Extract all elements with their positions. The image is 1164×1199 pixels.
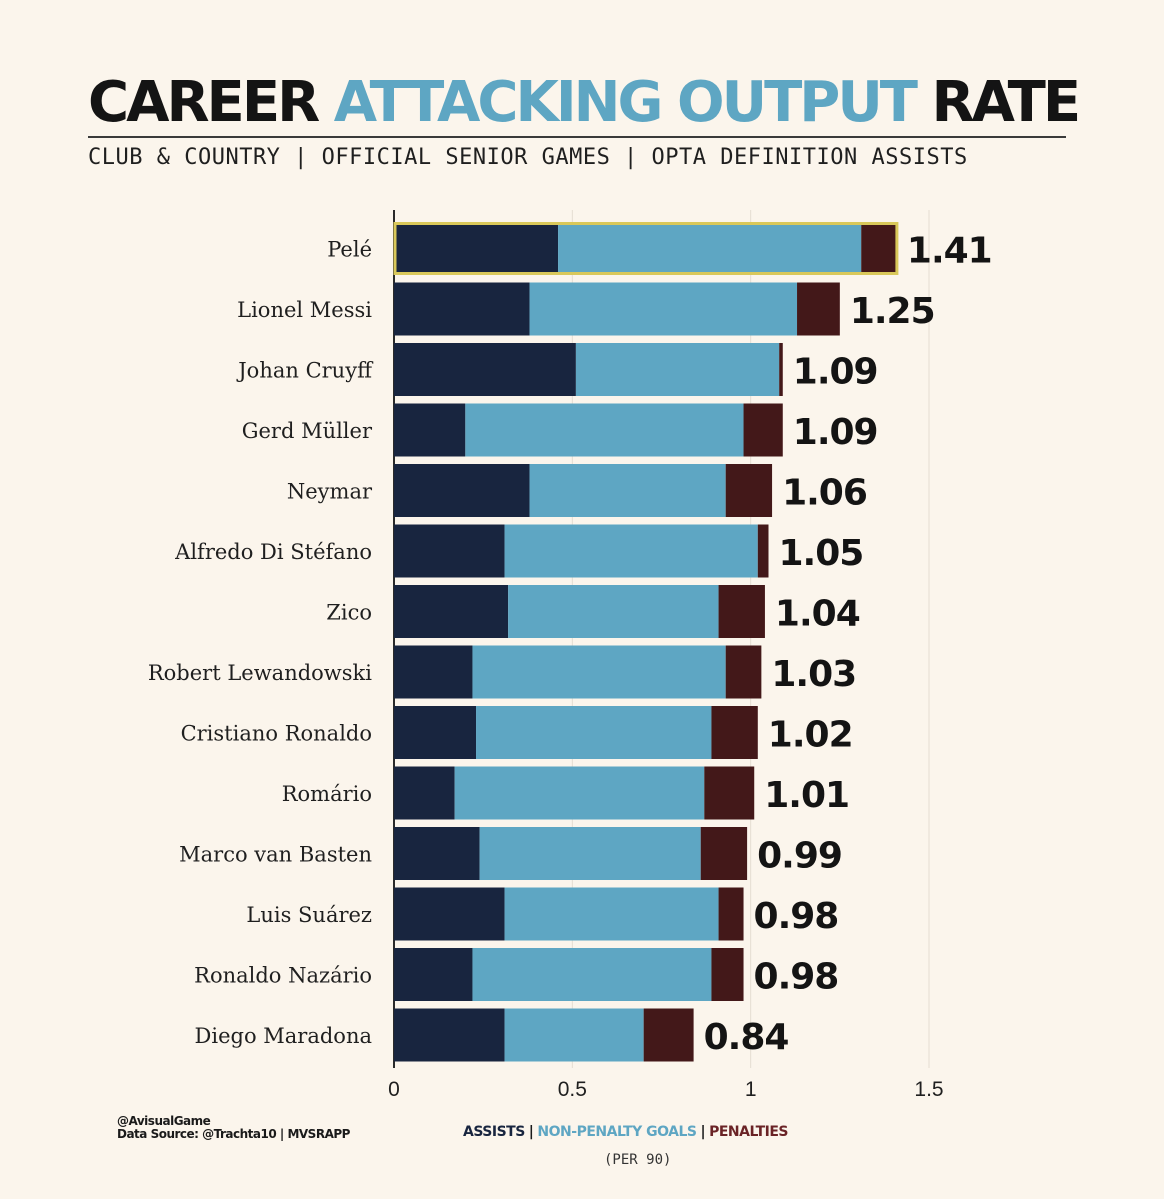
x-tick-label: 1 (745, 1078, 757, 1101)
bar-segment-penalties (700, 827, 748, 880)
legend: ASSISTS | NON-PENALTY GOALS | PENALTIES (463, 1124, 788, 1140)
footer-credits: @AvisualGame Data Source: @Trachta10 | M… (117, 1115, 350, 1141)
bar-segment-npg (575, 343, 780, 396)
total-value-label: 1.03 (771, 654, 856, 695)
bar-segment-assists (394, 343, 576, 396)
category-label: Lionel Messi (237, 298, 372, 322)
title-part-3: RATE (931, 70, 1082, 135)
category-label: Ronaldo Nazário (194, 964, 372, 988)
bar-segment-penalties (711, 948, 744, 1001)
highlight-outline (393, 222, 899, 275)
bar-segment-npg (504, 524, 758, 578)
bar-segment-penalties (779, 343, 783, 396)
legend-separator: | (700, 1124, 706, 1140)
bar-segment-assists (394, 766, 455, 820)
bar-segment-assists (394, 827, 480, 880)
bar-segment-npg (472, 645, 726, 699)
bar-segment-npg (472, 948, 712, 1001)
chart-title: CAREER ATTACKING OUTPUT RATE (88, 70, 1082, 135)
bar-segment-penalties (704, 766, 755, 820)
chart-subtitle: CLUB & COUNTRY | OFFICIAL SENIOR GAMES |… (88, 145, 968, 170)
bar-segment-penalties (725, 645, 762, 699)
total-value-label: 0.98 (754, 896, 839, 937)
category-label: Gerd Müller (242, 419, 373, 443)
bar-segment-assists (394, 887, 505, 941)
legend-per90: (PER 90) (604, 1152, 672, 1168)
category-label: Romário (282, 782, 372, 806)
x-tick-label: 1.5 (914, 1078, 943, 1101)
bar-segment-penalties (718, 585, 765, 638)
title-divider (88, 136, 1066, 138)
bar-segment-penalties (725, 464, 773, 517)
total-value-label: 0.99 (757, 836, 842, 877)
total-value-label: 1.04 (775, 594, 860, 635)
category-label: Neymar (287, 480, 373, 504)
bar-segment-assists (394, 585, 509, 638)
category-label: Johan Cruyff (236, 359, 374, 383)
category-label: Cristiano Ronaldo (181, 722, 372, 746)
bar-segment-penalties (643, 1008, 694, 1062)
bar-segment-npg (504, 1008, 644, 1062)
bar-segment-npg (504, 887, 719, 941)
legend-penalties: PENALTIES (709, 1124, 788, 1140)
bar-segment-assists (394, 948, 473, 1001)
footer-handle: @AvisualGame (117, 1114, 211, 1128)
category-label: Luis Suárez (246, 903, 372, 927)
category-label: Marco van Basten (179, 843, 372, 867)
total-value-label: 1.05 (779, 533, 864, 574)
total-value-label: 1.09 (793, 352, 878, 393)
bar-segment-assists (394, 524, 505, 578)
x-tick-label: 0.5 (558, 1078, 587, 1101)
category-label: Diego Maradona (195, 1024, 372, 1048)
bar-segment-npg (529, 282, 798, 336)
bar-segment-assists (394, 403, 466, 457)
bar-segment-assists (394, 1008, 505, 1062)
bar-segment-penalties (861, 222, 897, 275)
bar-segment-penalties (757, 524, 769, 578)
legend-separator: | (528, 1124, 534, 1140)
bar-segment-npg (558, 222, 862, 275)
bar-segment-assists (394, 706, 477, 759)
total-value-label: 0.84 (704, 1017, 789, 1058)
bar-segment-assists (394, 464, 530, 517)
bar-segment-npg (476, 706, 712, 759)
bar-segment-assists (394, 282, 530, 336)
total-value-label: 1.01 (764, 775, 849, 816)
bar-segment-penalties (718, 887, 744, 941)
bar-segment-npg (454, 766, 705, 820)
title-part-2: ATTACKING OUTPUT (333, 70, 918, 135)
title-part-1: CAREER (88, 70, 320, 135)
bar-segment-assists (394, 645, 473, 699)
footer-source: Data Source: @Trachta10 | MVSRAPP (117, 1127, 350, 1141)
total-value-label: 1.25 (850, 291, 935, 332)
category-label: Alfredo Di Stéfano (174, 540, 372, 564)
bar-segment-penalties (797, 282, 840, 336)
total-value-label: 1.02 (768, 715, 853, 756)
total-value-label: 0.98 (754, 957, 839, 998)
legend-assists: ASSISTS (463, 1124, 525, 1140)
category-label: Pelé (327, 238, 372, 262)
total-value-label: 1.41 (907, 231, 992, 272)
bar-segment-penalties (743, 403, 783, 457)
bar-segment-npg (479, 827, 701, 880)
bar-segment-assists (394, 222, 559, 275)
x-tick-label: 0 (388, 1078, 400, 1101)
total-value-label: 1.06 (782, 473, 867, 514)
legend-npg: NON-PENALTY GOALS (537, 1124, 697, 1140)
category-label: Robert Lewandowski (148, 661, 372, 685)
bar-segment-npg (508, 585, 719, 638)
bar-segment-npg (465, 403, 744, 457)
total-value-label: 1.09 (793, 412, 878, 453)
category-label: Zico (326, 601, 372, 625)
bar-segment-penalties (711, 706, 758, 759)
bar-segment-npg (529, 464, 726, 517)
